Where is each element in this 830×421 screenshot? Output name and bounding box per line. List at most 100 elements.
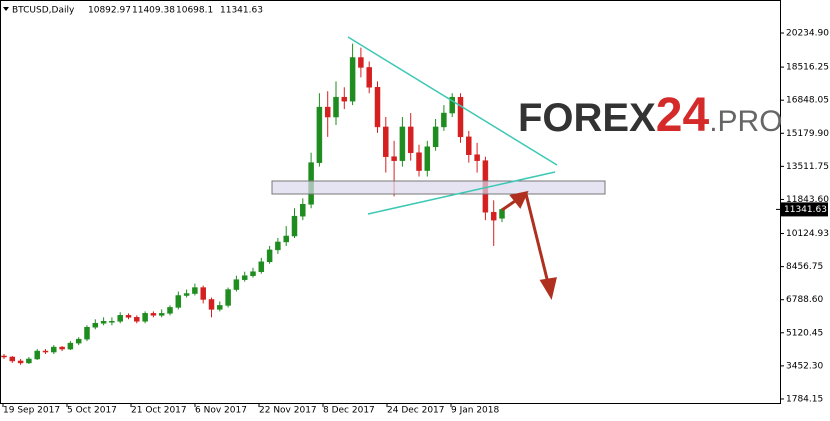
candle-body — [142, 313, 148, 322]
y-tick-label: 10124.93 — [786, 229, 829, 239]
forecast-arrows — [501, 190, 557, 300]
candle-body — [457, 96, 464, 138]
arrow-head — [509, 190, 529, 209]
candle-body — [17, 360, 24, 364]
plot-frame — [0, 0, 781, 404]
candle-body — [424, 146, 431, 171]
candle-body — [75, 338, 82, 344]
candle-body — [374, 87, 381, 128]
candle-body — [258, 261, 265, 272]
candle-body — [217, 305, 223, 310]
candle-body — [250, 271, 256, 276]
candle-body — [34, 350, 40, 360]
candle-body — [324, 106, 331, 118]
candle-body — [158, 313, 165, 316]
candle-body — [134, 317, 140, 322]
logo-part: .PRO — [709, 105, 782, 138]
x-tick-label: 19 Sep 2017 — [3, 406, 60, 416]
candle-body — [67, 342, 74, 350]
candle-body — [449, 96, 455, 114]
header-high: 11409.38 — [132, 6, 175, 16]
candle-body — [490, 211, 497, 221]
candle-body — [341, 96, 348, 102]
candle-body — [175, 295, 182, 308]
y-tick-label: 16848.05 — [786, 96, 829, 106]
candle-body — [42, 350, 49, 353]
header-icon — [3, 7, 9, 11]
logo-part: 24 — [656, 89, 710, 142]
candle-body — [84, 326, 90, 340]
resistance-zone — [271, 180, 606, 195]
x-tick-label: 24 Dec 2017 — [387, 406, 445, 416]
candle-body — [208, 299, 215, 310]
x-tick-label: 21 Oct 2017 — [131, 406, 187, 416]
candle-body — [432, 126, 439, 148]
candle-body — [499, 209, 505, 219]
candle-body — [466, 136, 472, 155]
arrow-head — [539, 277, 557, 300]
candle-body — [283, 235, 289, 243]
candle-body — [399, 126, 406, 161]
candle-body — [416, 152, 422, 171]
candle-body — [92, 323, 99, 328]
annotations: FOREX24.PRO — [271, 36, 783, 300]
header: BTCUSD,Daily 10892.97 11409.38 10698.1 1134… — [3, 6, 263, 16]
y-tick-label: 6788.60 — [786, 295, 823, 305]
candle-body — [391, 156, 397, 161]
candle-body — [300, 204, 306, 217]
price-label: 11341.63 — [784, 205, 827, 215]
candle-body — [474, 154, 480, 161]
candle-body — [366, 67, 372, 88]
candle-body — [333, 96, 339, 118]
trend-line — [347, 36, 558, 166]
y-tick-label: 18516.25 — [786, 63, 829, 73]
x-tick-label: 6 Nov 2017 — [195, 406, 247, 416]
trend-line — [367, 171, 556, 215]
candle-body — [383, 126, 389, 157]
y-tick-label: 5120.45 — [786, 328, 823, 338]
candle-body — [125, 315, 132, 318]
candle-body — [183, 293, 190, 296]
candle-body — [100, 321, 107, 324]
marks — [1, 43, 505, 365]
candle-body — [51, 346, 57, 353]
header-low: 10698.1 — [176, 6, 213, 16]
candle-body — [150, 313, 157, 316]
logo-part: FOREX — [518, 96, 656, 140]
symbol: BTCUSD,Daily — [12, 6, 75, 16]
y-tick-label: 8456.75 — [786, 262, 823, 272]
price-box — [781, 202, 828, 217]
candle-body — [1, 355, 7, 358]
candle-body — [109, 321, 115, 323]
y-tick-label: 20234.90 — [786, 29, 829, 39]
candle-body — [192, 287, 198, 294]
candle-body — [266, 249, 273, 263]
x-tick-label: 9 Jan 2018 — [451, 406, 499, 416]
candle-body — [117, 315, 123, 322]
candle-body — [291, 215, 298, 237]
candle-body — [200, 287, 206, 300]
candle-body — [349, 57, 356, 102]
candle-body — [275, 241, 281, 251]
candle-body — [59, 346, 65, 350]
candle-body — [407, 126, 414, 153]
y-tick-label: 15179.90 — [786, 129, 829, 139]
y-tick-label: 11843.60 — [786, 195, 829, 205]
candle-body — [225, 289, 231, 306]
logo: FOREX24.PRO — [518, 89, 783, 142]
arrow — [524, 193, 550, 284]
candle-body — [358, 57, 364, 68]
x-tick-label: 8 Dec 2017 — [323, 406, 375, 416]
candle-body — [441, 112, 447, 128]
candle-body — [9, 356, 16, 362]
candle-body — [26, 358, 32, 364]
candle-body — [241, 275, 248, 280]
x-tick-label: 5 Oct 2017 — [67, 406, 117, 416]
candle-body — [167, 307, 173, 314]
header-close: 11341.63 — [220, 6, 263, 16]
y-tick-label: 13511.75 — [786, 162, 829, 172]
x-tick-label: 22 Nov 2017 — [259, 406, 317, 416]
candle-body — [316, 106, 323, 163]
header-open: 10892.97 — [88, 6, 131, 16]
